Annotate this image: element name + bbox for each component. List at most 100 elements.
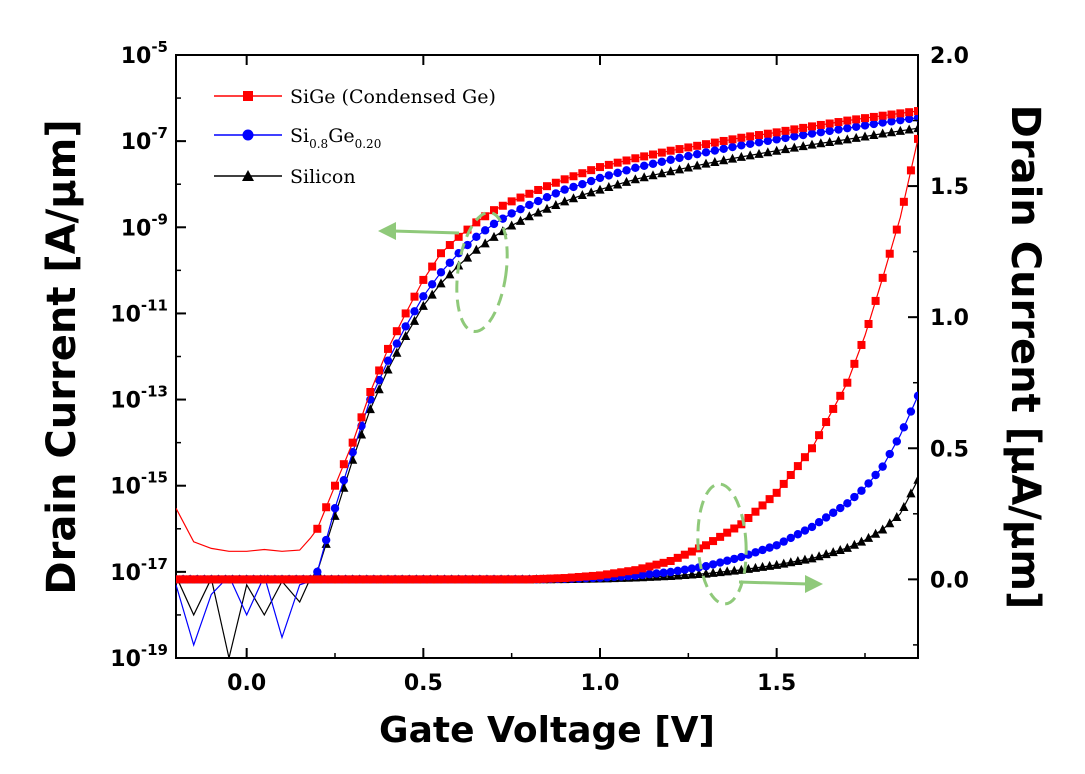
data-point [899,501,909,511]
data-point [214,575,223,584]
data-point [256,575,265,584]
data-point [816,138,826,148]
data-point [829,404,838,413]
data-point [445,269,455,279]
data-point [533,196,543,206]
data-point [639,172,649,182]
data-point [426,575,435,584]
data-point [843,378,852,387]
y-right-tick-label: 0.5 [930,437,969,462]
data-point [546,574,555,583]
data-point [913,123,918,133]
x-tick-label: 1.5 [757,671,796,696]
data-point [553,574,562,583]
data-point [447,575,456,584]
data-point [758,545,767,555]
data-point [869,119,879,129]
tick-base: 10 [121,130,152,155]
data-point [715,567,725,577]
data-point [800,554,810,564]
data-point [849,539,859,549]
data-point [263,575,272,584]
data-point [780,144,791,154]
data-point [436,268,446,277]
data-point [913,474,918,484]
data-point [730,554,739,564]
data-point [716,532,725,541]
legend-marker-triangle [242,170,254,181]
data-point [577,190,587,200]
data-point [673,566,682,576]
data-point [793,462,802,471]
data-point [666,146,675,155]
data-point [765,560,775,570]
data-point [525,575,534,584]
data-point [745,150,755,160]
data-point [851,122,861,131]
tick-base: 10 [110,647,141,672]
y-axis-left-title: Drain Current [A/μm] [39,119,85,594]
data-point [542,203,552,213]
data-point [723,528,732,537]
data-point [692,149,702,159]
data-point [799,123,808,132]
data-point [687,547,696,556]
data-point [401,330,411,340]
y-right-tick-label: 1.5 [930,175,969,200]
data-point [666,567,675,577]
data-point [306,575,315,584]
data-point [586,176,596,186]
data-point [843,123,852,133]
data-point [322,503,331,512]
data-point [610,569,619,578]
data-point [754,138,764,147]
y-left-tick-label: 10-11 [110,296,168,327]
data-point [652,569,661,578]
data-point [569,172,578,181]
data-point [613,168,622,178]
data-point [228,575,237,584]
data-point [892,511,902,521]
data-point [763,136,773,146]
data-point [427,289,437,299]
y-axis-right-title: Drain Current [μA/μm] [1002,105,1048,610]
data-point [687,564,697,573]
data-point [581,572,590,581]
data-point [507,197,516,206]
data-point [603,570,612,579]
data-point [723,556,732,565]
y-left-tick-label: 10-15 [110,469,168,500]
data-point [729,565,739,575]
data-point [833,135,844,145]
data-point [532,575,541,584]
data-point [913,391,918,401]
data-point [613,158,622,167]
data-point [657,157,667,166]
legend-label-ge: Ge [328,125,354,147]
data-point [892,225,901,234]
data-point [560,175,569,184]
data-point [657,148,666,157]
series-circle [176,113,918,647]
data-point [850,492,859,502]
data-point [786,471,795,480]
data-point [722,566,732,576]
data-point [754,148,764,158]
tick-exponent: -5 [151,38,168,56]
data-point [755,131,763,140]
data-point [828,547,838,557]
data-point [568,193,579,203]
data-point [551,189,561,198]
data-point [405,575,414,584]
tick-base: 10 [121,216,152,241]
y-right-tick-label: 0.0 [930,568,969,593]
data-point [702,541,710,550]
data-point [843,116,852,125]
data-point [383,364,393,374]
data-point [779,558,789,568]
data-point [825,136,835,146]
data-point [851,132,861,142]
data-point [176,575,180,584]
data-point [578,169,587,178]
data-point [242,575,251,584]
